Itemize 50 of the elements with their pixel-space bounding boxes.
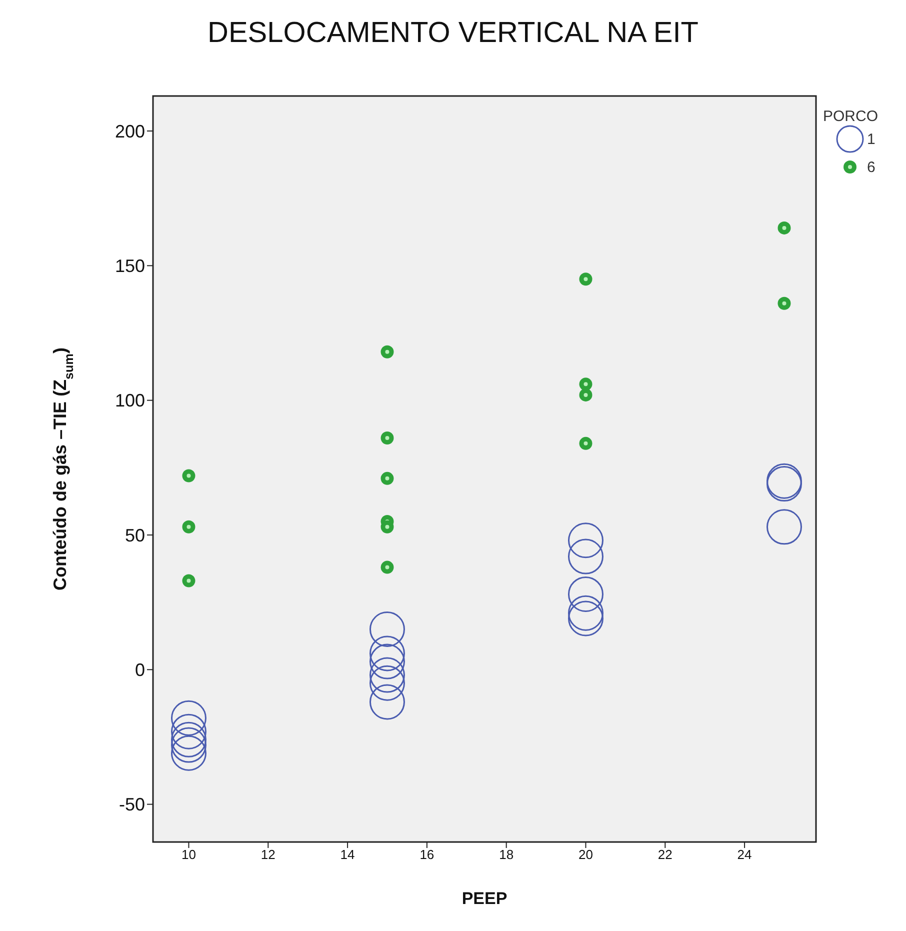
point (778, 221, 791, 234)
x-axis-title: PEEP (462, 889, 508, 908)
y-tick-label: 100 (114, 390, 145, 411)
point (369, 657, 405, 693)
point (380, 560, 394, 574)
point (369, 611, 405, 647)
point (369, 636, 405, 672)
point (568, 522, 604, 558)
point (579, 436, 592, 450)
point (778, 296, 791, 310)
x-tick-label: 24 (737, 847, 752, 862)
chart-title: DESLOCAMENTO VERTICAL NA EIT (206, 16, 700, 51)
point (369, 684, 405, 720)
y-tick-label: 0 (134, 660, 145, 680)
x-tick-label: 14 (340, 847, 355, 862)
y-tick-label: 50 (124, 525, 145, 546)
point (182, 469, 196, 482)
point (170, 735, 206, 771)
point (380, 345, 394, 358)
point (568, 600, 604, 636)
legend-label: 6 (867, 158, 876, 176)
x-tick-label: 16 (420, 847, 434, 862)
point (579, 272, 592, 286)
point (369, 644, 405, 680)
x-tick-label: 12 (260, 847, 276, 862)
point (182, 574, 196, 588)
x-tick-label: 10 (181, 847, 196, 862)
point (170, 714, 206, 750)
point (170, 722, 206, 758)
point (568, 595, 604, 631)
point (568, 576, 604, 612)
x-tick-label: 22 (658, 847, 672, 862)
point (380, 432, 394, 445)
legend-title: PORCO (823, 108, 878, 125)
y-tick-label: 150 (114, 256, 145, 276)
point (170, 700, 206, 736)
x-tick-label: 20 (578, 847, 593, 862)
point (766, 509, 802, 545)
y-tick-label: 200 (114, 121, 145, 142)
y-tick-label: -50 (118, 794, 145, 815)
point (579, 378, 592, 391)
point (568, 538, 604, 574)
x-tick-label: 18 (499, 847, 514, 862)
point (579, 388, 592, 402)
point (380, 520, 394, 534)
point (182, 520, 196, 534)
point (369, 665, 405, 701)
point (170, 727, 206, 763)
legend-label: 1 (867, 130, 876, 148)
point (380, 472, 394, 485)
